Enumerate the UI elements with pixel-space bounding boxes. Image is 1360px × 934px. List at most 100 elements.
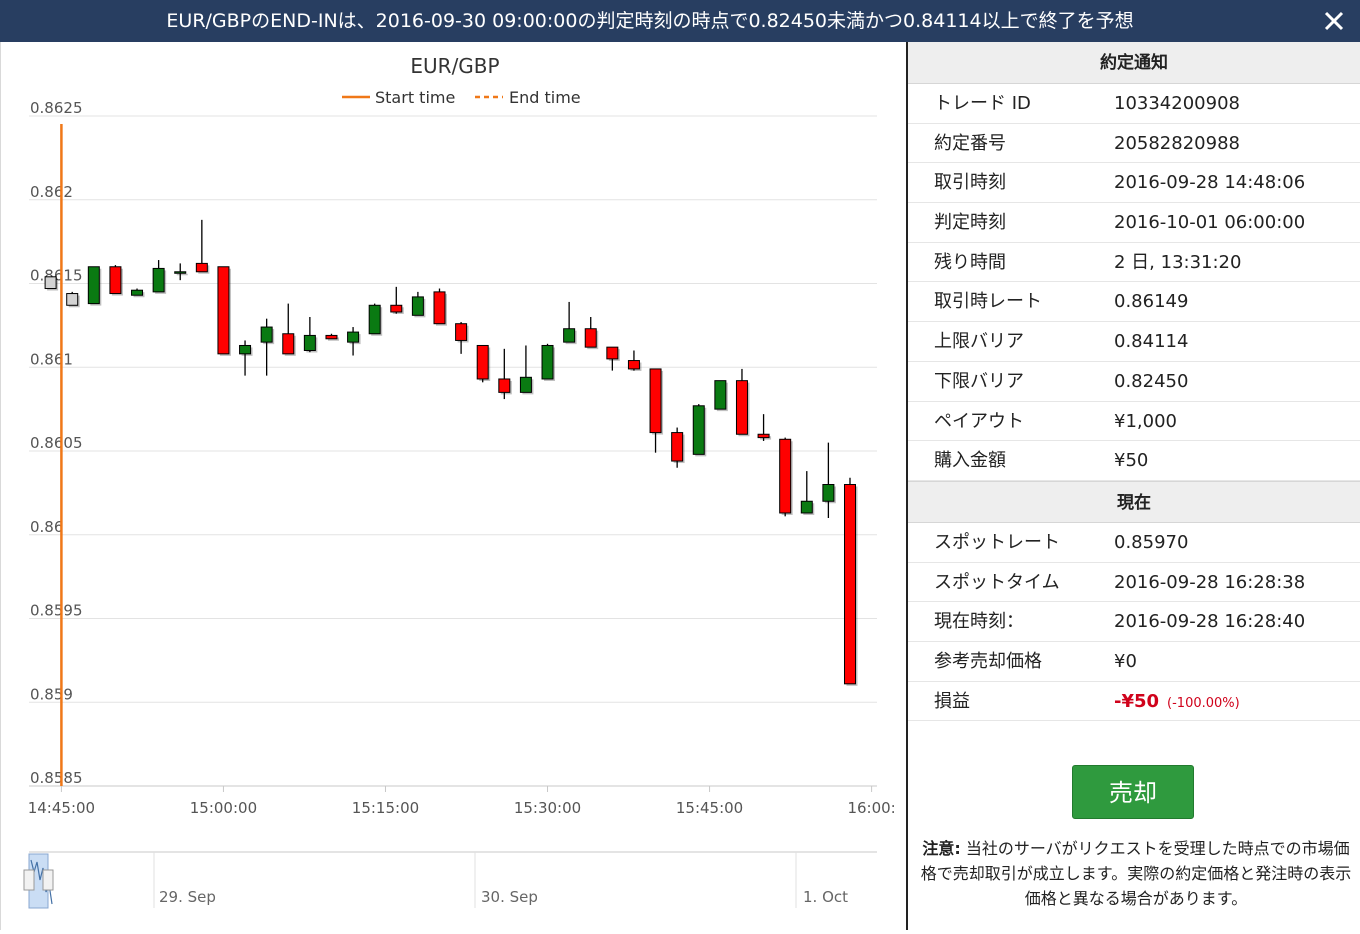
- candle-body: [131, 289, 144, 296]
- candle-body: [692, 405, 705, 455]
- candle-body: [433, 291, 446, 325]
- contract-detail-row: 下限バリア 0.82450: [908, 362, 1360, 402]
- candle-body: [563, 328, 576, 343]
- sell-button[interactable]: 売却: [1072, 765, 1194, 819]
- candle: [476, 344, 491, 383]
- current-detail-label: 現在時刻：: [934, 611, 1024, 633]
- candle-shadow: [176, 273, 188, 276]
- x-tick-label: 15:30:00: [514, 799, 581, 817]
- candle-body: [303, 334, 316, 351]
- title-bar: EUR/GBPのEND-INは、2016-09-30 09:00:00の判定時刻…: [0, 0, 1360, 42]
- candle-body: [260, 326, 273, 343]
- candle-body: [476, 344, 489, 380]
- candle: [714, 380, 728, 412]
- current-detail-value: 2016-09-28 16:28:40: [1114, 611, 1306, 633]
- contract-detail-row: 約定番号 20582820988: [908, 124, 1360, 164]
- contract-detail-label: 判定時刻: [934, 212, 1006, 234]
- x-tick-label: 14:45:00: [28, 799, 95, 817]
- candle: [303, 317, 318, 353]
- candle-body: [498, 378, 511, 393]
- navigator-label-30-sep: 30. Sep: [481, 888, 538, 906]
- candle-body: [195, 262, 208, 273]
- y-tick-label: 0.861: [30, 350, 73, 368]
- candle-body: [282, 333, 295, 355]
- navigator-handle-right[interactable]: [42, 869, 54, 891]
- candle-body: [347, 331, 360, 343]
- candle: [541, 343, 556, 381]
- candle: [822, 442, 836, 518]
- y-tick-label: 0.859: [30, 685, 73, 703]
- navigator[interactable]: 29. Sep 30. Sep 1. Oct: [23, 851, 877, 909]
- candle: [757, 414, 772, 441]
- candle: [627, 350, 642, 371]
- candle: [498, 348, 512, 400]
- contract-panel: 約定通知 トレード ID 10334200908 約定番号 20582820988 取引…: [908, 42, 1360, 930]
- contract-detail-value: 0.84114: [1114, 331, 1189, 353]
- candle-body: [800, 500, 813, 514]
- candles: [44, 219, 858, 686]
- candle: [66, 291, 80, 308]
- candle: [606, 346, 620, 371]
- candle-body: [843, 484, 856, 685]
- contract-detail-value: 0.82450: [1114, 370, 1189, 392]
- contract-detail-row: トレード ID 10334200908: [908, 84, 1360, 124]
- candle: [455, 322, 469, 354]
- y-tick-label: 0.8605: [30, 434, 83, 452]
- candle: [282, 303, 296, 356]
- legend-start-time[interactable]: Start time: [375, 88, 455, 107]
- contract-detail-row: 取引時刻 2016-09-28 14:48:06: [908, 163, 1360, 204]
- y-tick-label: 0.862: [30, 183, 73, 201]
- candle-body: [87, 266, 100, 305]
- candle-body: [757, 433, 770, 439]
- y-axis: 0.8625 0.862 0.8615 0.861 0.8605 0.86 0.8595 0.…: [30, 99, 83, 787]
- legend-end-time[interactable]: End time: [509, 88, 581, 107]
- current-detail-value: ¥0: [1114, 650, 1137, 672]
- contract-detail-row: 残り時間 2 日, 13:31:20: [908, 243, 1360, 283]
- candle: [109, 265, 123, 296]
- x-tick-label: 16:00:: [847, 799, 895, 817]
- contract-detail-label: 下限バリア: [934, 370, 1024, 392]
- y-tick-label: 0.86: [30, 518, 63, 536]
- contract-detail-label: 取引時刻: [934, 172, 1006, 194]
- candle: [779, 437, 793, 517]
- contract-detail-label: トレード ID: [934, 93, 1031, 114]
- navigator-handle-left[interactable]: [23, 869, 35, 891]
- candle: [368, 303, 383, 336]
- candle-body: [671, 432, 684, 462]
- navigator-label-1-oct: 1. Oct: [803, 888, 848, 906]
- current-detail-label: スポットタイム: [934, 571, 1060, 593]
- candle: [671, 427, 685, 468]
- contract-detail-value: 2016-09-28 14:48:06: [1114, 172, 1306, 194]
- candle: [260, 318, 275, 376]
- current-detail-value: 2016-09-28 16:28:38: [1114, 571, 1306, 593]
- contract-detail-row: 購入金額 ¥50: [908, 441, 1360, 481]
- candle: [44, 276, 59, 291]
- contract-detail-row: 取引時レート 0.86149: [908, 282, 1360, 323]
- profit-loss-value-wrap: -¥50 (-100.00%): [1114, 682, 1240, 724]
- x-axis: 14:45:00 15:00:00 15:15:00 15:30:00 15:45:00…: [28, 786, 896, 817]
- candle: [735, 368, 750, 437]
- candle-body: [822, 484, 835, 502]
- contract-detail-row: ペイアウト ¥1,000: [908, 402, 1360, 442]
- profit-loss-label: 損益: [934, 690, 970, 712]
- sell-notice: 注意: 当社のサーバがリクエストを受理した時点での市場価格で売却取引が成立します…: [916, 836, 1356, 911]
- close-icon[interactable]: [1316, 3, 1352, 39]
- current-detail-row: 現在時刻： 2016-09-28 16:28:40: [908, 602, 1360, 642]
- contract-detail-label: 残り時間: [934, 251, 1006, 273]
- candle: [519, 345, 534, 395]
- candle-body: [239, 344, 252, 355]
- current-detail-row: スポットレート 0.85970: [908, 523, 1360, 563]
- candle: [649, 368, 664, 453]
- candle: [347, 327, 361, 356]
- y-tick-label: 0.8595: [30, 602, 83, 620]
- contract-detail-value: 10334200908: [1114, 93, 1240, 114]
- current-details: スポットレート 0.85970 スポットタイム 2016-09-28 16:28:38…: [908, 523, 1360, 682]
- candle-body: [584, 328, 597, 348]
- profit-loss-percent: (-100.00%): [1167, 695, 1240, 711]
- current-detail-value: 0.85970: [1114, 531, 1189, 553]
- contract-detail-label: 上限バリア: [934, 331, 1024, 353]
- candlestick-chart: EUR/GBP Start time End time 0.86250.8620…: [23, 54, 896, 909]
- candle-body: [368, 304, 381, 335]
- candle: [584, 317, 599, 350]
- y-tick-label: 0.8625: [30, 99, 83, 117]
